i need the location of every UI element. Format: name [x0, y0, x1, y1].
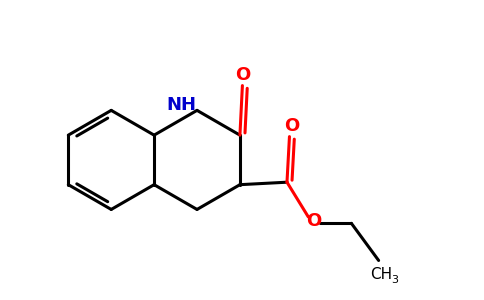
Text: O: O	[235, 66, 250, 84]
Text: CH: CH	[370, 267, 392, 282]
Text: 3: 3	[391, 275, 398, 285]
Text: NH: NH	[166, 96, 196, 114]
Text: O: O	[306, 212, 322, 230]
Text: O: O	[284, 117, 300, 135]
